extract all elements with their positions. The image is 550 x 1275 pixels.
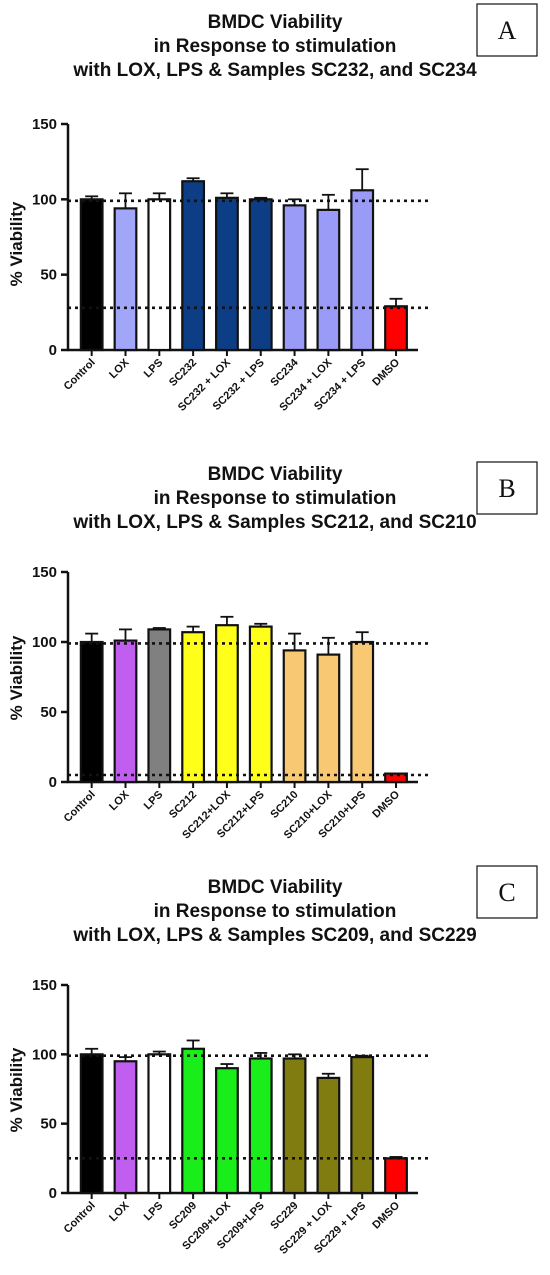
panel-label-box [476, 461, 538, 515]
y-tick-label: 100 [32, 1046, 57, 1063]
x-category-label: LOX [107, 788, 132, 813]
bar [181, 631, 206, 784]
chart-title-line: with LOX, LPS & Samples SC232, and SC234 [72, 60, 477, 81]
x-category-label: Control [62, 1200, 98, 1236]
panel-label-box [476, 3, 538, 57]
y-tick-label: 150 [32, 564, 57, 581]
chart-title-line: with LOX, LPS & Samples SC209, and SC229 [72, 925, 476, 946]
bar [147, 198, 172, 352]
chart-panel-a: BMDC Viability in Response to stimulation… [7, 3, 538, 414]
bar [113, 1060, 138, 1195]
x-category-label: SC210 [268, 789, 300, 821]
x-category-label: SC232 [167, 357, 199, 389]
bar [79, 1053, 104, 1195]
bar [248, 1057, 273, 1195]
chart-panel-c: BMDC Viability in Response to stimulation… [7, 865, 538, 1257]
bar [282, 1057, 307, 1195]
bar [316, 208, 341, 352]
bar [147, 628, 172, 784]
chart-title-line: with LOX, LPS & Samples SC212, and SC210 [72, 512, 476, 533]
y-tick-label: 50 [40, 267, 57, 284]
x-category-label: LPS [142, 789, 166, 813]
x-category-label: LOX [107, 1199, 132, 1224]
bar [181, 180, 206, 352]
x-category-label: DMSO [370, 788, 402, 820]
chart-title-line: BMDC Viability [208, 12, 343, 33]
bar [79, 198, 104, 352]
y-tick-label: 0 [49, 774, 57, 791]
chart-title-line: in Response to stimulation [154, 488, 397, 509]
bar [316, 1076, 341, 1195]
y-tick-label: 150 [32, 116, 57, 133]
bar [282, 649, 307, 784]
bar [350, 1056, 375, 1195]
chart-title-line: BMDC Viability [208, 877, 343, 898]
y-axis-label: % Viability [7, 635, 26, 720]
panel-label: A [498, 16, 517, 45]
bar [282, 204, 307, 352]
x-category-label: SC209 [167, 1200, 199, 1232]
x-category-label: SC234 [268, 356, 301, 389]
bar [384, 772, 408, 784]
bar [248, 198, 273, 352]
bar [147, 1053, 172, 1195]
bar [215, 196, 239, 352]
bar [350, 640, 375, 784]
chart-title-line: in Response to stimulation [154, 901, 397, 922]
y-axis-label: % Viability [7, 201, 26, 286]
y-tick-label: 50 [40, 1116, 57, 1133]
bar [113, 639, 138, 784]
y-axis-label: % Viability [7, 1047, 26, 1132]
bar [181, 1047, 206, 1195]
chart-title-line: BMDC Viability [208, 464, 343, 485]
x-category-label: Control [62, 789, 98, 825]
y-tick-label: 150 [32, 977, 57, 994]
x-category-label: DMSO [370, 1199, 402, 1231]
bar [79, 640, 104, 784]
bar [215, 1067, 239, 1195]
panel-label: C [498, 878, 515, 907]
bar [113, 207, 138, 352]
x-category-label: DMSO [370, 356, 402, 388]
chart-panel-b: BMDC Viability in Response to stimulation… [7, 461, 538, 841]
x-category-label: LPS [142, 357, 166, 381]
bar [350, 189, 375, 352]
x-category-label: LOX [107, 356, 132, 381]
chart-title-line: in Response to stimulation [154, 36, 397, 57]
y-tick-label: 0 [49, 1185, 57, 1202]
panel-label: B [498, 474, 515, 503]
bar [248, 625, 273, 784]
panel-label-box [476, 865, 538, 919]
x-category-label: SC212 [167, 789, 199, 821]
y-tick-label: 100 [32, 634, 57, 651]
x-category-label: Control [62, 357, 98, 393]
bar [384, 1157, 408, 1195]
y-tick-label: 50 [40, 704, 57, 721]
bar [384, 305, 408, 352]
y-tick-label: 100 [32, 191, 57, 208]
x-category-label: LPS [142, 1200, 166, 1224]
x-category-label: SC229 [268, 1200, 300, 1232]
y-tick-label: 0 [49, 342, 57, 359]
bar [316, 653, 341, 784]
bar [215, 624, 239, 784]
